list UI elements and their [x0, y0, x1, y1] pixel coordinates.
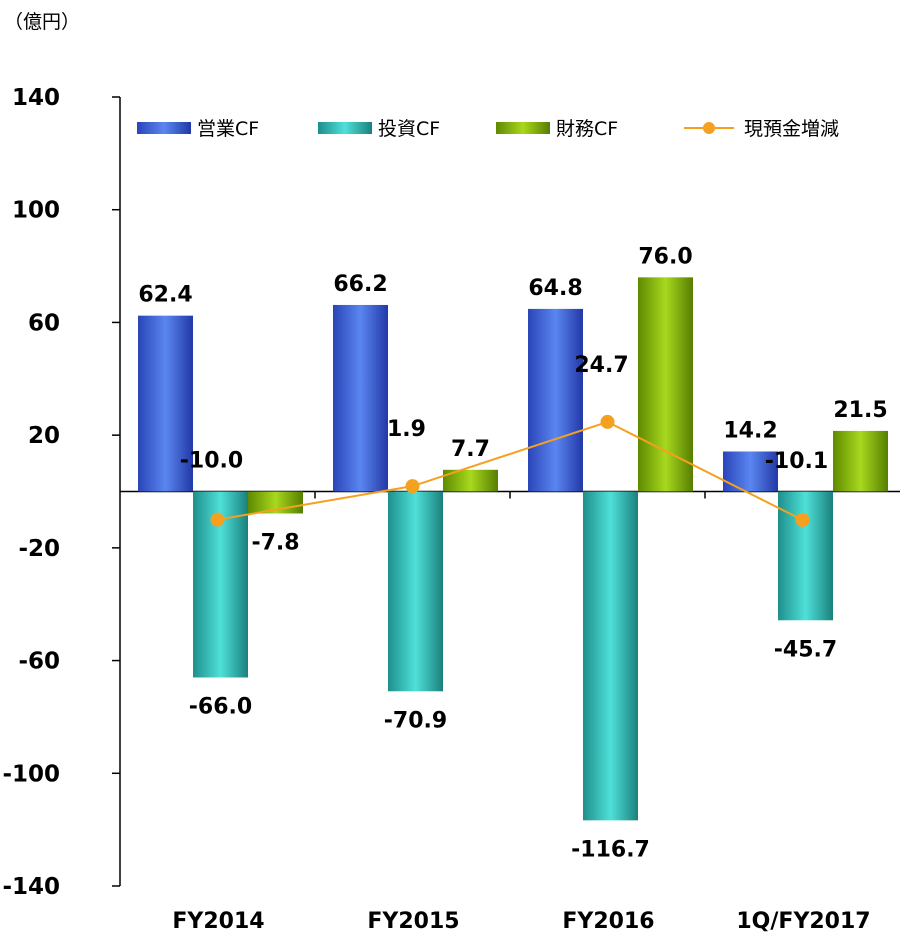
y-tick-label: 60: [28, 310, 60, 336]
series-line: [217, 420, 803, 521]
legend-label: 投資CF: [378, 118, 440, 140]
legend-marker: [703, 122, 715, 134]
bar-value-label: -7.8: [251, 530, 299, 555]
y-tick-label: -60: [18, 649, 60, 675]
bar: [443, 469, 498, 492]
line-point: [405, 479, 420, 494]
bar: [388, 491, 443, 692]
line-value-label: 24.7: [574, 353, 628, 378]
y-tick-label: 100: [12, 198, 60, 224]
line-value-label: 1.9: [387, 417, 426, 442]
bar: [528, 308, 583, 492]
bar-value-label: 14.2: [723, 418, 777, 443]
legend-swatch: [137, 122, 191, 134]
bar: [583, 491, 638, 821]
bar-value-label: -70.9: [384, 708, 447, 733]
axes: 140 100 60 20 -20 -60 -100 -140 FY2014 FY2015 FY20…: [2, 85, 900, 934]
legend-label: 現預金増減: [744, 118, 839, 140]
bar-value-label: -116.7: [571, 837, 650, 862]
y-tick-label: 140: [12, 85, 60, 111]
y-tick-label: -140: [2, 874, 60, 900]
bar-value-label: 21.5: [833, 398, 887, 423]
legend-label: 財務CF: [556, 118, 618, 140]
data-labels: 62.4 66.2 64.8 14.2 -66.0 -70.9 -116.7 -45.7 -7.…: [138, 244, 887, 862]
legend-swatch: [318, 122, 372, 134]
line-point: [795, 512, 810, 527]
bar-value-label: 64.8: [528, 276, 582, 301]
bar-value-label: -66.0: [189, 694, 252, 719]
legend-label: 営業CF: [197, 118, 259, 140]
line-point: [600, 414, 615, 429]
bar: [638, 277, 693, 492]
bar: [333, 304, 388, 492]
unit-label: （億円）: [4, 11, 80, 33]
bar: [138, 315, 193, 492]
line-value-label: -10.1: [765, 449, 828, 474]
x-tick-label: FY2014: [172, 909, 264, 934]
x-tick-label: FY2016: [562, 909, 654, 934]
legend-swatch: [496, 122, 550, 134]
bar-value-label: -45.7: [774, 637, 837, 662]
bar-value-label: 76.0: [638, 244, 692, 269]
x-tick-label: 1Q/FY2017: [736, 909, 870, 934]
bar: [833, 430, 888, 492]
bar-value-label: 7.7: [451, 437, 490, 462]
y-tick-label: -100: [2, 761, 60, 787]
line-point: [210, 512, 225, 527]
line-value-label: -10.0: [180, 449, 243, 474]
bar-value-label: 62.4: [138, 283, 192, 308]
line-layer: [210, 414, 810, 527]
legend: 営業CF 投資CF 財務CF 現預金増減: [137, 118, 839, 140]
y-tick-label: 20: [28, 423, 60, 449]
x-tick-label: FY2015: [367, 909, 459, 934]
bar-value-label: 66.2: [333, 272, 387, 297]
y-tick-label: -20: [18, 536, 60, 562]
